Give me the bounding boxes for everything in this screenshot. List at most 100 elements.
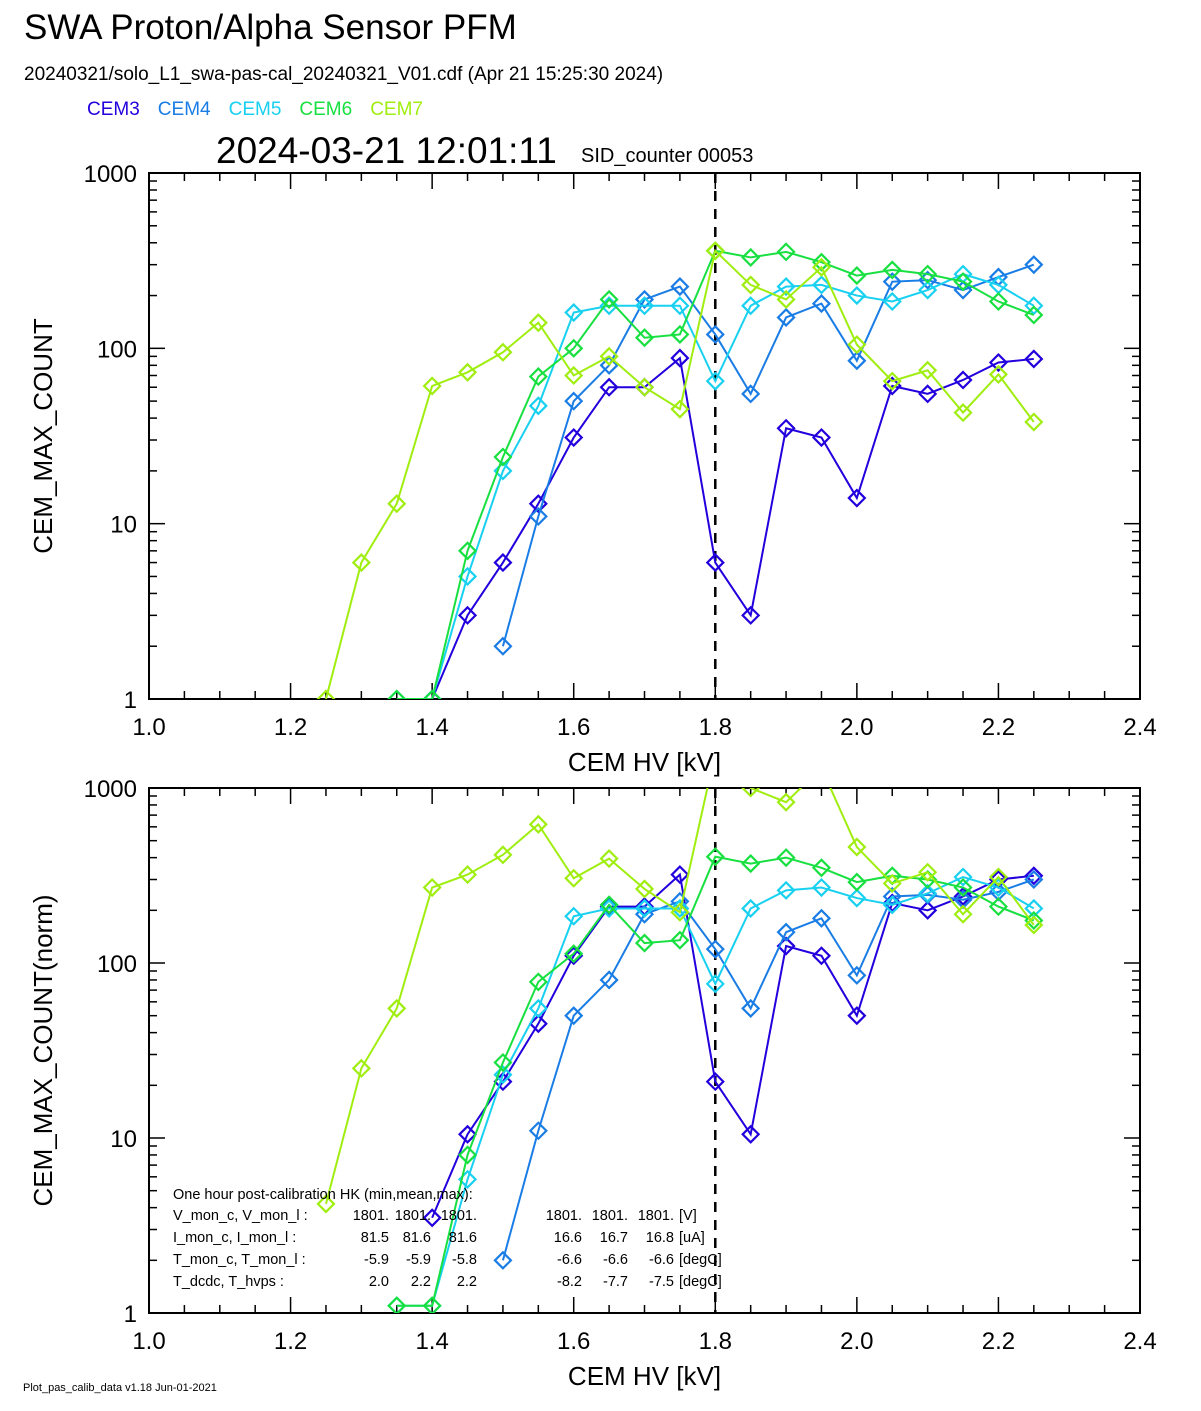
series-line-cem4 (501, 878, 1035, 1261)
x-tick-label: 1.0 (132, 714, 165, 741)
data-point (741, 1124, 761, 1144)
hk-value: 16.7 (600, 1230, 628, 1246)
data-point (457, 1124, 478, 1144)
data-point (634, 933, 655, 953)
hk-value: -5.8 (452, 1252, 477, 1268)
file-subtitle: 20240321/solo_L1_swa-pas-cal_20240321_V0… (24, 64, 664, 85)
data-point (811, 252, 832, 272)
hk-value: -7.5 (649, 1274, 674, 1290)
y-axis-label: CEM_MAX_COUNT (28, 318, 58, 554)
x-tick-label: 1.4 (415, 714, 448, 741)
data-point (564, 391, 584, 411)
data-point (705, 371, 725, 391)
data-point (387, 689, 407, 699)
data-point (1024, 915, 1044, 935)
data-point (422, 1208, 442, 1228)
data-point (564, 1006, 584, 1026)
legend-item-cem5: CEM5 (228, 99, 282, 120)
legend-item-cem3: CEM3 (87, 99, 140, 120)
x-tick-label: 1.6 (557, 714, 590, 741)
plot-frame (148, 172, 1141, 700)
data-point (953, 877, 973, 898)
data-point (882, 272, 902, 292)
hk-value: 2.0 (369, 1274, 389, 1290)
data-point (705, 553, 725, 573)
data-point (599, 377, 619, 397)
data-point (599, 895, 619, 915)
data-point (847, 351, 867, 371)
data-point (528, 313, 548, 333)
x-tick-label: 1.0 (132, 1328, 165, 1355)
y-tick-label: 1000 (84, 161, 137, 188)
data-point (1024, 305, 1044, 325)
data-point (634, 296, 655, 316)
data-point (564, 868, 584, 888)
data-point (882, 260, 902, 280)
data-point (528, 506, 548, 526)
y-tick-label: 1000 (84, 776, 137, 803)
timestamp: 2024-03-21 12:01:11 (216, 130, 557, 171)
data-point (1024, 412, 1044, 432)
x-tick-label: 2.2 (982, 1328, 1015, 1355)
data-point (670, 902, 690, 922)
data-point (670, 348, 690, 368)
series-group (316, 241, 1044, 699)
hk-value: 81.6 (403, 1230, 431, 1246)
hk-unit: [degC] (679, 1274, 722, 1290)
data-point (422, 877, 442, 898)
data-point (918, 900, 938, 920)
legend-item-cem7: CEM7 (370, 99, 423, 120)
data-point (953, 904, 973, 924)
data-point (811, 294, 832, 314)
series-line-cem5 (396, 273, 1035, 699)
hk-value: -7.7 (603, 1274, 628, 1290)
data-point (493, 342, 513, 362)
x-tick-label: 2.4 (1123, 1328, 1156, 1355)
data-point (422, 376, 442, 396)
data-point (953, 867, 973, 887)
data-point (776, 848, 796, 868)
footer-version: Plot_pas_calib_data v1.18 Jun-01-2021 (23, 1382, 217, 1394)
data-point (422, 689, 442, 699)
data-point (705, 974, 725, 994)
data-point (918, 264, 938, 284)
y-tick-label: 1 (124, 1301, 137, 1328)
x-axis-label: CEM HV [kV] (568, 747, 721, 777)
chart-1: 1.0 1.2 1.4 1.6 1.8 2.0 2.2 2.4 1 10 100 1000 CEM HV… (28, 161, 1157, 777)
data-point (847, 285, 867, 306)
data-point (953, 272, 973, 292)
data-point (741, 296, 761, 316)
hk-value: 1801. (546, 1208, 582, 1224)
data-point (988, 352, 1008, 373)
data-point (953, 886, 973, 907)
data-point (670, 277, 690, 297)
data-point (599, 355, 619, 375)
data-point (634, 377, 655, 397)
hk-unit: [degC] (679, 1252, 722, 1268)
data-point (634, 879, 655, 899)
data-point (918, 384, 938, 404)
data-point (741, 275, 761, 295)
data-point (776, 418, 796, 438)
data-point (457, 541, 478, 561)
x-tick-label: 1.2 (274, 714, 307, 741)
chart-2: 1.0 1.2 1.4 1.6 1.8 2.0 2.2 2.4 1 10 100 1000 CEM HV… (28, 776, 1157, 1391)
data-point (599, 849, 619, 869)
hk-value: 16.8 (646, 1230, 674, 1246)
data-point (776, 880, 796, 900)
data-point (953, 403, 973, 423)
data-point (599, 970, 619, 990)
hk-unit: [V] (679, 1208, 697, 1224)
data-point (988, 291, 1008, 312)
hk-value: 2.2 (457, 1274, 477, 1290)
data-point (670, 324, 690, 345)
data-point (564, 906, 584, 926)
data-point (953, 280, 973, 300)
data-point (564, 944, 584, 964)
data-point (918, 869, 938, 890)
data-point (918, 883, 938, 903)
data-point (988, 867, 1008, 887)
data-point (776, 792, 796, 812)
data-point (599, 897, 619, 917)
